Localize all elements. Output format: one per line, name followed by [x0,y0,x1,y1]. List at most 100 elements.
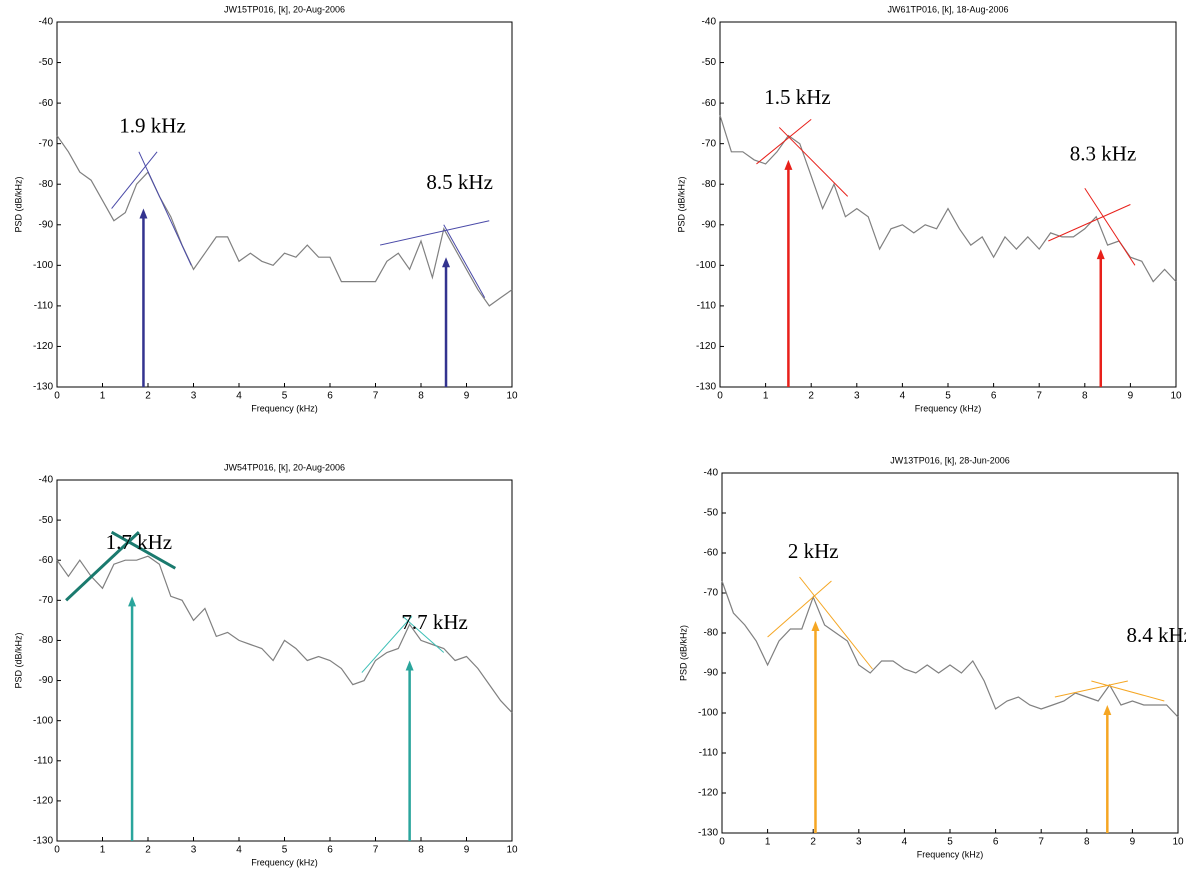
y-tick-label: -100 [696,260,716,271]
y-tick-label: -90 [704,668,719,679]
x-tick-label: 7 [373,391,379,402]
y-axis-label: PSD (dB/kHz) [13,632,23,688]
x-tick-label: 8 [418,845,424,856]
x-tick-label: 7 [1036,391,1042,402]
x-tick-label: 10 [1172,837,1184,848]
x-axis-label: Frequency (kHz) [251,857,318,867]
y-tick-label: -100 [33,260,53,271]
chart-title: JW54TP016, [k], 20-Aug-2006 [224,462,345,472]
x-tick-label: 8 [418,391,424,402]
peak-label: 8.3 kHz [1070,142,1137,166]
y-tick-label: -60 [39,98,54,109]
y-tick-label: -110 [699,748,719,759]
peak-arrow-head [811,621,820,631]
x-tick-label: 3 [856,837,862,848]
peak-arrow-head [784,159,793,170]
peak-arrow-head [1096,249,1105,260]
chart-title: JW15TP016, [k], 20-Aug-2006 [224,4,345,14]
tangent-line [402,616,445,653]
x-tick-label: 2 [145,845,151,856]
y-tick-label: -40 [39,475,54,486]
peak-arrow-head [1103,705,1112,715]
x-tick-label: 3 [191,391,197,402]
x-tick-label: 4 [902,837,908,848]
x-tick-label: 10 [506,845,518,856]
plot-area [56,21,513,388]
y-tick-label: -110 [697,301,717,312]
peak-label: 1.9 kHz [119,113,186,137]
y-tick-label: -80 [702,179,717,190]
x-tick-label: 0 [54,845,60,856]
x-axis-label: Frequency (kHz) [915,403,982,413]
chart-title: JW61TP016, [k], 18-Aug-2006 [887,4,1008,14]
y-tick-label: -120 [696,341,716,352]
y-tick-label: -40 [702,17,717,28]
x-tick-label: 1 [100,391,106,402]
y-tick-label: -110 [34,755,54,766]
x-tick-label: 10 [1170,391,1182,402]
y-tick-label: -50 [39,57,54,68]
psd-line [719,115,1177,283]
peak-arrow-head [128,596,137,607]
peak-arrow-head [139,208,148,219]
y-axis-label: PSD (dB/kHz) [678,625,688,681]
x-tick-label: 8 [1082,391,1088,402]
peak-label: 7.7 kHz [401,610,468,634]
x-tick-label: 6 [327,845,333,856]
tangent-line [1084,188,1136,266]
tangent-line [756,118,812,165]
x-tick-label: 5 [282,845,288,856]
x-tick-label: 6 [327,391,333,402]
y-tick-label: -80 [39,179,54,190]
y-tick-label: -60 [704,548,719,559]
tangent-line [767,580,832,638]
x-tick-label: 0 [717,391,723,402]
x-tick-label: 8 [1084,837,1090,848]
x-axis-label: Frequency (kHz) [251,403,318,413]
x-tick-label: 7 [1038,837,1044,848]
peak-label: 2 kHz [788,539,839,563]
tangent-line [799,576,873,670]
tangent-line [361,616,413,673]
peak-arrow-head [442,257,451,268]
y-tick-label: -80 [704,628,719,639]
x-tick-label: 1 [763,391,769,402]
tangent-line [1054,680,1128,698]
y-tick-label: -130 [33,836,53,847]
tangent-line [111,151,158,209]
x-tick-label: 5 [282,391,288,402]
tangent-line [778,127,849,197]
y-axis-label: PSD (dB/kHz) [676,176,686,232]
y-tick-label: -100 [33,715,53,726]
plot-area [721,472,1179,834]
x-tick-label: 2 [145,391,151,402]
x-tick-label: 2 [810,837,816,848]
chart-panel: JW15TP016, [k], 20-Aug-2006 Frequency (kH… [13,4,518,413]
tangent-line [110,530,177,570]
y-tick-label: -70 [704,588,719,599]
y-tick-label: -70 [39,138,54,149]
chart-title: JW13TP016, [k], 28-Jun-2006 [890,455,1010,465]
x-tick-label: 4 [236,391,242,402]
tangent-line [1048,204,1131,242]
y-tick-label: -40 [39,17,54,28]
y-tick-label: -90 [39,675,54,686]
y-tick-label: -80 [39,635,54,646]
y-tick-label: -120 [33,341,53,352]
tangent-line [379,220,490,246]
y-tick-label: -130 [33,382,53,393]
x-tick-label: 2 [808,391,814,402]
x-tick-label: 9 [1128,391,1134,402]
y-tick-label: -120 [33,796,53,807]
y-tick-label: -110 [34,301,54,312]
y-tick-label: -100 [698,708,718,719]
chart-panel: JW13TP016, [k], 28-Jun-2006 Frequency (kH… [678,455,1186,859]
x-tick-label: 0 [54,391,60,402]
y-tick-label: -90 [39,219,54,230]
y-tick-label: -50 [702,57,717,68]
peak-arrow-head [405,660,414,671]
x-tick-label: 9 [1130,837,1136,848]
x-tick-label: 6 [993,837,999,848]
y-tick-label: -50 [704,508,719,519]
